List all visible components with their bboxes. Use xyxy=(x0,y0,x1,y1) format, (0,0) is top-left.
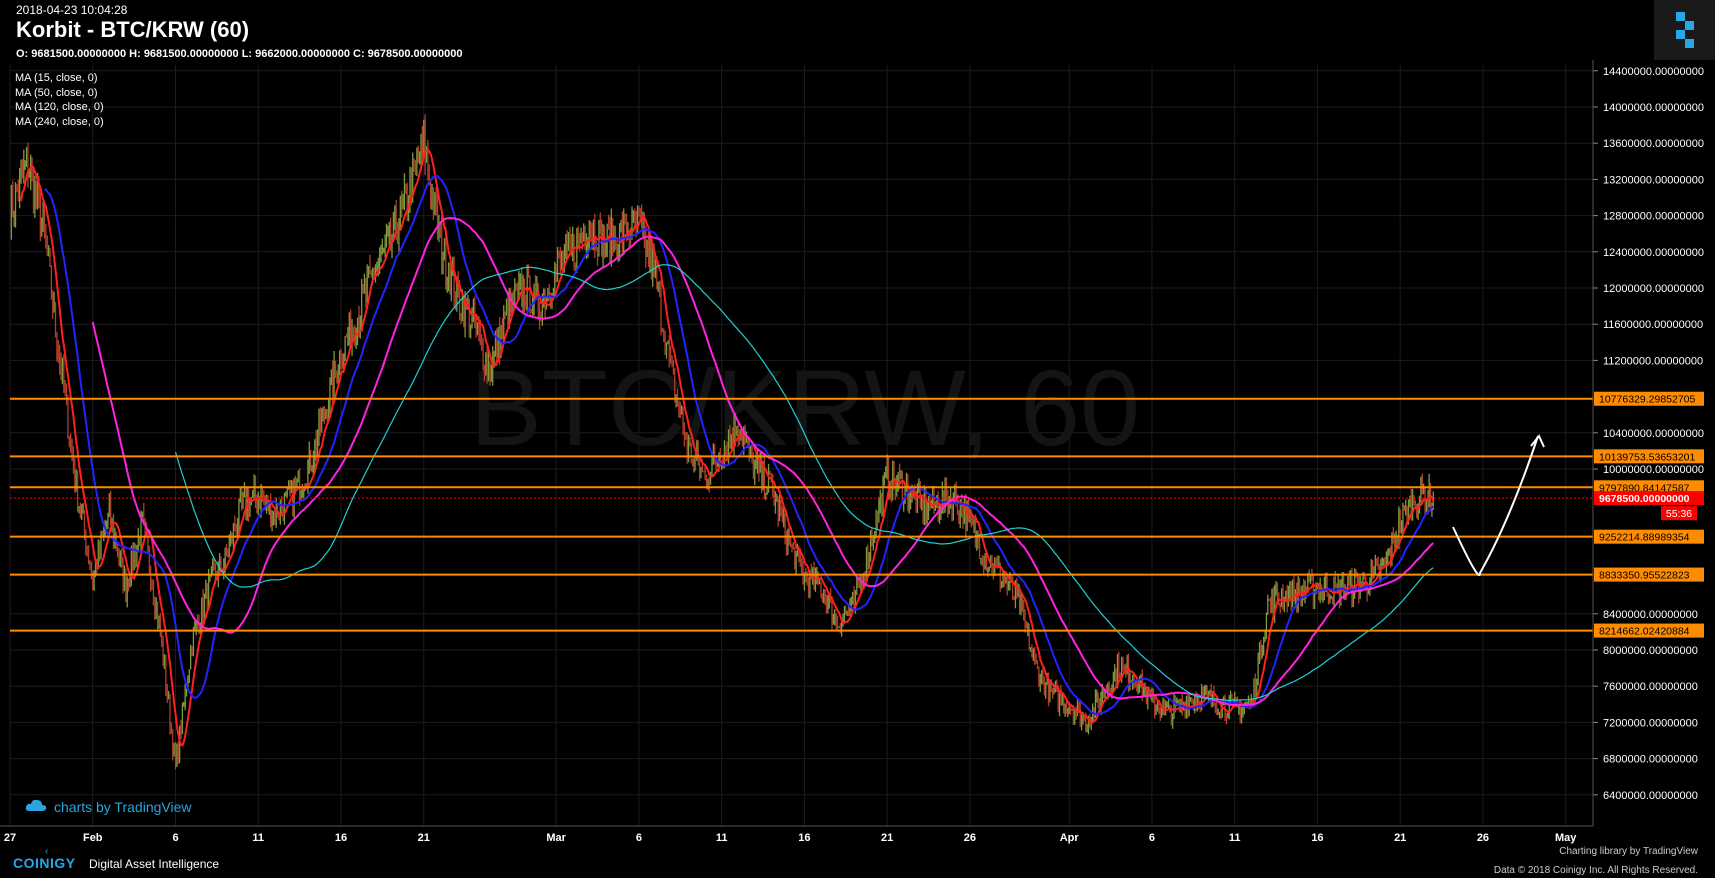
indicator-ma240[interactable]: MA (240, close, 0) xyxy=(15,115,104,128)
level-price-tag xyxy=(1594,391,1704,406)
price-tags: 10776329.2985270510139753.53653201979789… xyxy=(1594,391,1704,638)
indicator-ma15[interactable]: MA (15, close, 0) xyxy=(15,72,98,84)
price-tick-label: 10400000.00000000 xyxy=(1603,428,1704,440)
time-tick-label: Apr xyxy=(1060,832,1080,844)
projection-arrow xyxy=(1452,434,1545,576)
level-price-label: 10776329.29852705 xyxy=(1599,394,1696,406)
coinigy-icon xyxy=(1676,12,1694,48)
level-price-tag xyxy=(1594,567,1704,582)
time-axis[interactable]: 27 Feb 6 11 16 21 Mar 6 11 16 21 26 Apr 6 11 16 21 26 May xyxy=(0,825,1593,844)
coinigy-logo-box xyxy=(1654,0,1715,60)
indicator-ma120[interactable]: MA (120, close, 0) xyxy=(15,101,104,113)
library-credit[interactable]: Charting library by TradingView xyxy=(1559,846,1698,857)
time-tick-label: 6 xyxy=(172,832,178,844)
ohlc-readout: O: 9681500.00000000 H: 9681500.00000000 … xyxy=(16,48,463,60)
time-tick-label: 21 xyxy=(881,832,893,844)
coinigy-brand[interactable]: COINIGY xyxy=(13,855,76,871)
price-tick-label: 14400000.00000000 xyxy=(1603,66,1704,78)
price-tick-label: 12800000.00000000 xyxy=(1603,211,1704,223)
level-price-label: 8214662.02420884 xyxy=(1599,626,1690,638)
level-price-tag xyxy=(1594,623,1704,638)
indicator-legend: MA (15, close, 0) MA (50, close, 0) MA (… xyxy=(15,71,104,129)
coinigy-chevron-icon: ‹ xyxy=(45,846,49,857)
price-tick-label: 8000000.00000000 xyxy=(1603,645,1698,657)
price-tick-label: 10000000.00000000 xyxy=(1603,464,1704,476)
level-price-label: 10139753.53653201 xyxy=(1599,451,1696,463)
price-tick-label: 6400000.00000000 xyxy=(1603,790,1698,802)
projection-arrow-path xyxy=(1452,435,1539,576)
price-axis[interactable]: 6400000.00000000 6800000.00000000 7200000.… xyxy=(1592,60,1704,826)
price-tick-label: 8400000.00000000 xyxy=(1603,609,1698,621)
countdown-tag xyxy=(1661,506,1697,521)
coinigy-tagline: Digital Asset Intelligence xyxy=(89,857,220,871)
time-tick-label: 11 xyxy=(1229,832,1241,844)
time-tick-label: 16 xyxy=(798,832,810,844)
price-tick-label: 12000000.00000000 xyxy=(1603,283,1704,295)
moving-average-line xyxy=(20,148,1435,747)
level-price-label: 9252214.88989354 xyxy=(1599,532,1690,544)
last-price-tag xyxy=(1594,491,1704,506)
data-credit: Data © 2018 Coinigy Inc. All Rights Rese… xyxy=(1493,865,1698,876)
chart-title: Korbit - BTC/KRW (60) xyxy=(16,17,250,42)
time-tick-label: 6 xyxy=(1149,832,1155,844)
level-price-tag xyxy=(1594,480,1704,495)
price-tick-label: 13600000.00000000 xyxy=(1603,138,1704,150)
time-tick-label: Mar xyxy=(546,832,566,844)
level-price-tag xyxy=(1594,529,1704,544)
price-tick-label: 6800000.00000000 xyxy=(1603,754,1698,766)
price-tick-label: 12400000.00000000 xyxy=(1603,247,1704,259)
countdown-label: 55:36 xyxy=(1666,508,1692,520)
price-tick-label: 13200000.00000000 xyxy=(1603,174,1704,186)
tradingview-link[interactable]: charts by TradingView xyxy=(54,799,192,815)
time-tick-label: 21 xyxy=(1394,832,1406,844)
chart-timestamp: 2018-04-23 10:04:28 xyxy=(16,3,128,17)
price-tick-label: 7200000.00000000 xyxy=(1603,717,1698,729)
chart-grid xyxy=(9,65,1593,826)
tradingview-cloud-icon xyxy=(25,797,47,818)
last-price-label: 9678500.00000000 xyxy=(1599,493,1690,505)
moving-average-line xyxy=(174,264,1434,702)
projection-arrow-head xyxy=(1530,434,1545,448)
time-tick-label: 6 xyxy=(636,832,642,844)
level-price-tag xyxy=(1594,449,1704,464)
indicator-ma50[interactable]: MA (50, close, 0) xyxy=(15,86,98,99)
time-tick-label: 27 xyxy=(4,832,16,844)
time-tick-label: 11 xyxy=(716,832,728,844)
chart-watermark: BTC/KRW, 60 xyxy=(470,347,1140,468)
time-tick-label: Feb xyxy=(83,832,103,844)
time-tick-label: 16 xyxy=(1311,832,1323,844)
time-tick-label: 11 xyxy=(252,832,264,844)
time-tick-label: 21 xyxy=(418,832,430,844)
price-tick-label: 11600000.00000000 xyxy=(1603,319,1703,331)
time-tick-label: 26 xyxy=(964,832,976,844)
time-tick-label: 16 xyxy=(335,832,347,844)
horizontal-levels xyxy=(10,397,1593,632)
time-tick-label: 26 xyxy=(1477,832,1489,844)
price-tick-label: 7600000.00000000 xyxy=(1603,681,1698,693)
price-tick-label: 11200000.00000000 xyxy=(1603,355,1703,367)
level-price-label: 8833350.95522823 xyxy=(1599,570,1690,582)
price-tick-label: 14000000.00000000 xyxy=(1603,102,1704,114)
time-tick-label: May xyxy=(1555,832,1577,844)
